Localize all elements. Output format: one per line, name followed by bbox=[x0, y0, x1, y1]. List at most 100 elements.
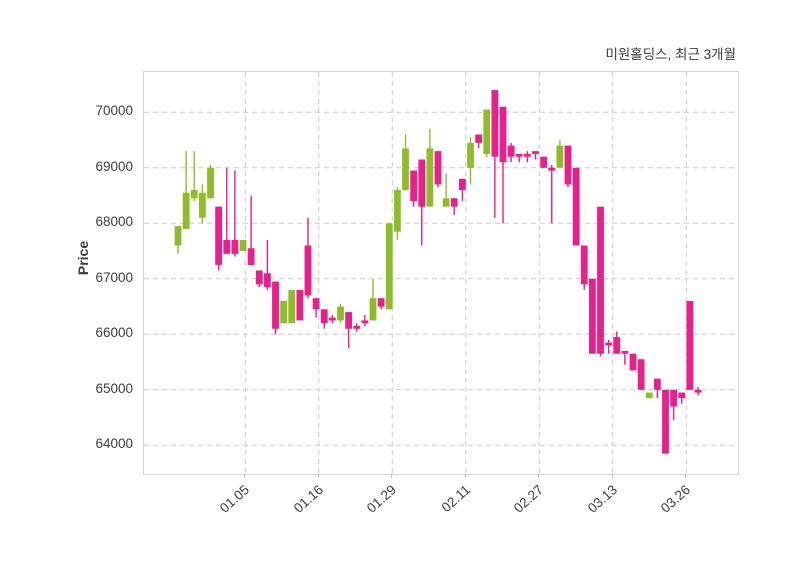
candle-body bbox=[263, 273, 271, 288]
candle-body bbox=[223, 239, 231, 254]
candle-wick bbox=[226, 167, 228, 254]
candle-wick bbox=[518, 153, 520, 163]
candle-body bbox=[377, 298, 385, 307]
y-tick-label: 65000 bbox=[95, 380, 133, 396]
candle-body bbox=[369, 298, 377, 321]
candle-body bbox=[458, 178, 466, 190]
candle-wick bbox=[185, 151, 187, 229]
candle-body bbox=[523, 153, 531, 157]
candle-wick bbox=[445, 173, 447, 207]
candle-wick bbox=[607, 339, 610, 354]
candle-body bbox=[540, 156, 548, 168]
candle-body bbox=[434, 151, 442, 185]
candle-body bbox=[393, 190, 401, 232]
candle-body bbox=[556, 145, 564, 168]
candle-body bbox=[597, 206, 604, 354]
y-tick-label: 69000 bbox=[95, 158, 133, 174]
candle-body bbox=[304, 245, 312, 296]
candle-wick bbox=[502, 106, 504, 224]
candle-body bbox=[450, 198, 458, 207]
y-tick-label: 70000 bbox=[95, 103, 133, 119]
x-tick-label: 01.29 bbox=[364, 482, 400, 516]
candle-body bbox=[621, 350, 629, 354]
x-tick-label: 02.27 bbox=[511, 482, 547, 516]
candle-body bbox=[637, 359, 645, 390]
candle-body bbox=[532, 151, 539, 154]
candle-wick bbox=[624, 350, 626, 365]
candle-body bbox=[645, 392, 653, 399]
x-tick-mark bbox=[317, 474, 319, 478]
x-tick-label: 03.13 bbox=[584, 482, 620, 516]
candle-body bbox=[686, 301, 694, 390]
y-tick-label: 66000 bbox=[95, 325, 133, 341]
x-tick-label: 02.11 bbox=[438, 482, 473, 516]
candle-body bbox=[418, 159, 426, 207]
candle-wick bbox=[364, 314, 366, 326]
x-tick-label: 01.05 bbox=[217, 482, 253, 516]
candle-body bbox=[231, 239, 239, 254]
candle-body bbox=[207, 167, 214, 199]
candlestick-canvas bbox=[144, 72, 738, 474]
x-tick-mark bbox=[391, 474, 393, 478]
x-tick-mark bbox=[611, 474, 613, 478]
candle-body bbox=[653, 378, 661, 390]
candle-body bbox=[215, 206, 223, 265]
candle-wick bbox=[266, 239, 269, 290]
candle-body bbox=[353, 325, 361, 329]
plot-area bbox=[143, 71, 739, 475]
candle-body bbox=[475, 134, 483, 143]
x-tick-mark bbox=[685, 474, 687, 478]
candle-body bbox=[605, 342, 613, 346]
y-tick-label: 68000 bbox=[95, 214, 133, 230]
candle-wick bbox=[234, 170, 236, 257]
candle-body bbox=[328, 317, 336, 321]
candle-body bbox=[491, 90, 499, 157]
candle-body bbox=[198, 192, 206, 218]
candle-wick bbox=[193, 151, 195, 202]
candle-body bbox=[670, 389, 678, 407]
candle-body bbox=[629, 353, 637, 371]
candle-body bbox=[272, 281, 279, 329]
candle-body bbox=[255, 270, 263, 285]
candle-body bbox=[580, 245, 588, 285]
candle-body bbox=[694, 389, 702, 393]
x-tick-mark bbox=[538, 474, 540, 478]
candle-body bbox=[280, 301, 288, 324]
candle-wick bbox=[551, 165, 553, 224]
candle-body bbox=[239, 239, 247, 252]
x-tick-label: 03.26 bbox=[658, 482, 694, 516]
candle-body bbox=[337, 306, 344, 321]
candle-body bbox=[467, 142, 474, 168]
x-tick-label: 01.16 bbox=[290, 482, 326, 516]
candle-body bbox=[190, 190, 198, 199]
y-tick-label: 67000 bbox=[95, 269, 133, 285]
candle-body bbox=[588, 278, 596, 354]
candle-body bbox=[564, 145, 572, 185]
candle-body bbox=[174, 226, 182, 246]
candle-wick bbox=[250, 195, 252, 265]
y-tick-label: 64000 bbox=[95, 436, 133, 452]
candle-body bbox=[483, 109, 491, 154]
candle-body bbox=[678, 392, 686, 399]
candle-body bbox=[662, 389, 669, 454]
candle-body bbox=[385, 223, 393, 310]
candle-body bbox=[288, 289, 296, 324]
candle-body bbox=[312, 298, 320, 310]
chart-title: 미원홀딩스, 최근 3개월 bbox=[605, 47, 736, 62]
candle-body bbox=[507, 145, 515, 157]
candle-wick bbox=[534, 151, 537, 160]
candle-body bbox=[320, 309, 328, 324]
candle-wick bbox=[347, 312, 350, 349]
x-tick-mark bbox=[244, 474, 246, 478]
candle-body bbox=[296, 289, 304, 321]
candle-body bbox=[613, 337, 621, 354]
candle-body bbox=[442, 198, 450, 207]
candle-body bbox=[402, 148, 409, 190]
candle-body bbox=[410, 170, 418, 202]
candle-body bbox=[182, 192, 190, 229]
candle-body bbox=[247, 248, 255, 265]
candle-body bbox=[548, 167, 556, 171]
candle-body bbox=[361, 320, 369, 324]
x-tick-mark bbox=[464, 474, 466, 478]
